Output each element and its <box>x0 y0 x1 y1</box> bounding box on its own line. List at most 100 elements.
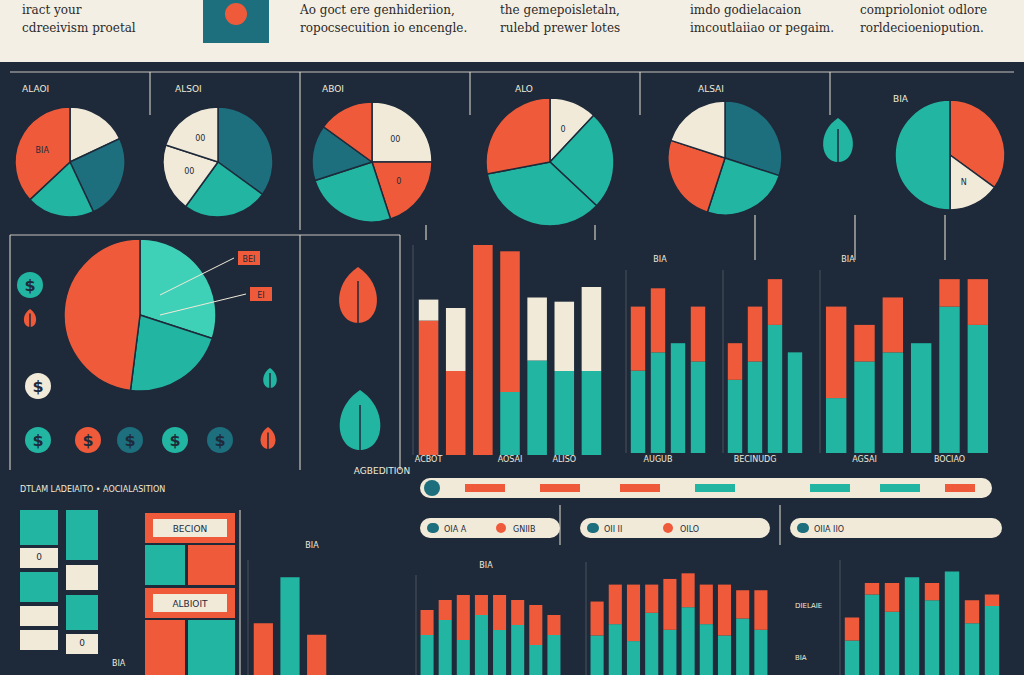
chart <box>486 98 614 226</box>
bar <box>651 288 665 352</box>
pie-slice <box>64 239 140 390</box>
table-cell <box>66 510 98 560</box>
pie-slice <box>166 107 218 162</box>
dollar-icon <box>117 427 143 453</box>
bar <box>500 392 520 455</box>
bar-marks <box>421 595 561 675</box>
connector <box>595 225 596 240</box>
icon-text: $ <box>124 431 135 450</box>
chart-title: ALO <box>515 84 533 94</box>
frame-line <box>779 505 780 545</box>
leaf-vein <box>359 405 361 450</box>
bar-marks <box>826 279 988 453</box>
icon-text: $ <box>214 431 225 450</box>
bar <box>582 371 602 455</box>
icon-text: $ <box>32 431 43 450</box>
frame-line <box>239 510 240 675</box>
table-cell <box>145 588 235 618</box>
connector <box>855 215 856 260</box>
bar <box>511 625 524 675</box>
bar <box>911 343 931 453</box>
bar <box>475 615 488 675</box>
bar <box>865 595 879 675</box>
legend-swatch <box>587 523 599 533</box>
chart <box>248 560 326 675</box>
slider-segment <box>810 484 850 492</box>
bar <box>582 287 602 371</box>
bar <box>529 605 542 645</box>
bar <box>473 245 493 455</box>
chart-title: BIA <box>841 255 855 264</box>
bar <box>547 635 560 675</box>
slider <box>420 478 992 498</box>
annotation: 00 <box>390 135 400 144</box>
slider-segment <box>945 484 975 492</box>
table-cell <box>66 595 98 630</box>
frame-line <box>10 234 400 235</box>
bar <box>663 579 676 630</box>
bar <box>421 610 434 635</box>
header-icon-dot <box>225 3 247 25</box>
bar <box>965 623 979 675</box>
bar <box>609 624 622 675</box>
y-axis-line <box>248 560 249 675</box>
legend-label: OIA A <box>444 525 467 534</box>
leaf-vein <box>837 129 839 162</box>
bar <box>985 595 999 607</box>
annotation: 00 <box>195 134 205 143</box>
bar <box>529 645 542 675</box>
annotation: BIA <box>795 654 807 662</box>
bar <box>905 577 919 578</box>
header-band <box>0 0 1024 62</box>
callout-box <box>238 251 260 265</box>
header-text: Ao goct ere genhideriion, <box>299 3 455 17</box>
connector <box>945 215 946 260</box>
chart <box>626 270 705 453</box>
annotation: 0 <box>396 177 401 186</box>
chart <box>895 100 1005 210</box>
label: DTLAM LADEIAITO • AOCIALASITION <box>20 485 165 494</box>
bar <box>254 623 273 675</box>
chart-title: BIA <box>305 541 319 550</box>
bar <box>671 343 685 344</box>
bar <box>885 583 899 612</box>
annotation: N <box>961 178 967 187</box>
callout-line <box>160 294 246 315</box>
annotation: 00 <box>184 167 194 176</box>
bar <box>457 640 470 675</box>
leaf-icon <box>340 390 381 450</box>
connector <box>755 215 756 260</box>
bar <box>788 352 802 353</box>
bar <box>493 595 506 630</box>
dollar-icon <box>25 373 51 399</box>
icon-text: $ <box>82 431 93 450</box>
bar <box>925 583 939 600</box>
bar <box>854 325 874 362</box>
legend <box>420 518 560 538</box>
page: iract yourcdreeivism proetalAo goct ere … <box>0 0 1024 675</box>
table-cell <box>20 606 58 626</box>
chart-title: ALSAI <box>698 84 724 94</box>
bar <box>788 352 802 453</box>
y-axis-line <box>586 562 587 675</box>
connector <box>426 225 427 240</box>
bar-marks <box>728 279 802 453</box>
pie-slice <box>323 102 372 162</box>
dollar-icon <box>207 427 233 453</box>
dollar-icon <box>17 272 43 298</box>
y-axis-line <box>416 575 417 675</box>
chart <box>820 270 988 453</box>
bar <box>854 362 874 454</box>
tick-label: AGSAI <box>852 455 877 464</box>
legend <box>790 518 1002 538</box>
frame-line <box>469 72 470 115</box>
bar <box>645 613 658 675</box>
bar <box>736 590 749 618</box>
leaf-vein <box>267 433 269 450</box>
slider-segment <box>540 484 580 492</box>
bar <box>591 602 604 636</box>
bar <box>748 307 762 362</box>
legend-swatch <box>427 523 439 533</box>
bar <box>925 600 939 675</box>
tick-label: ALISO <box>552 455 576 464</box>
